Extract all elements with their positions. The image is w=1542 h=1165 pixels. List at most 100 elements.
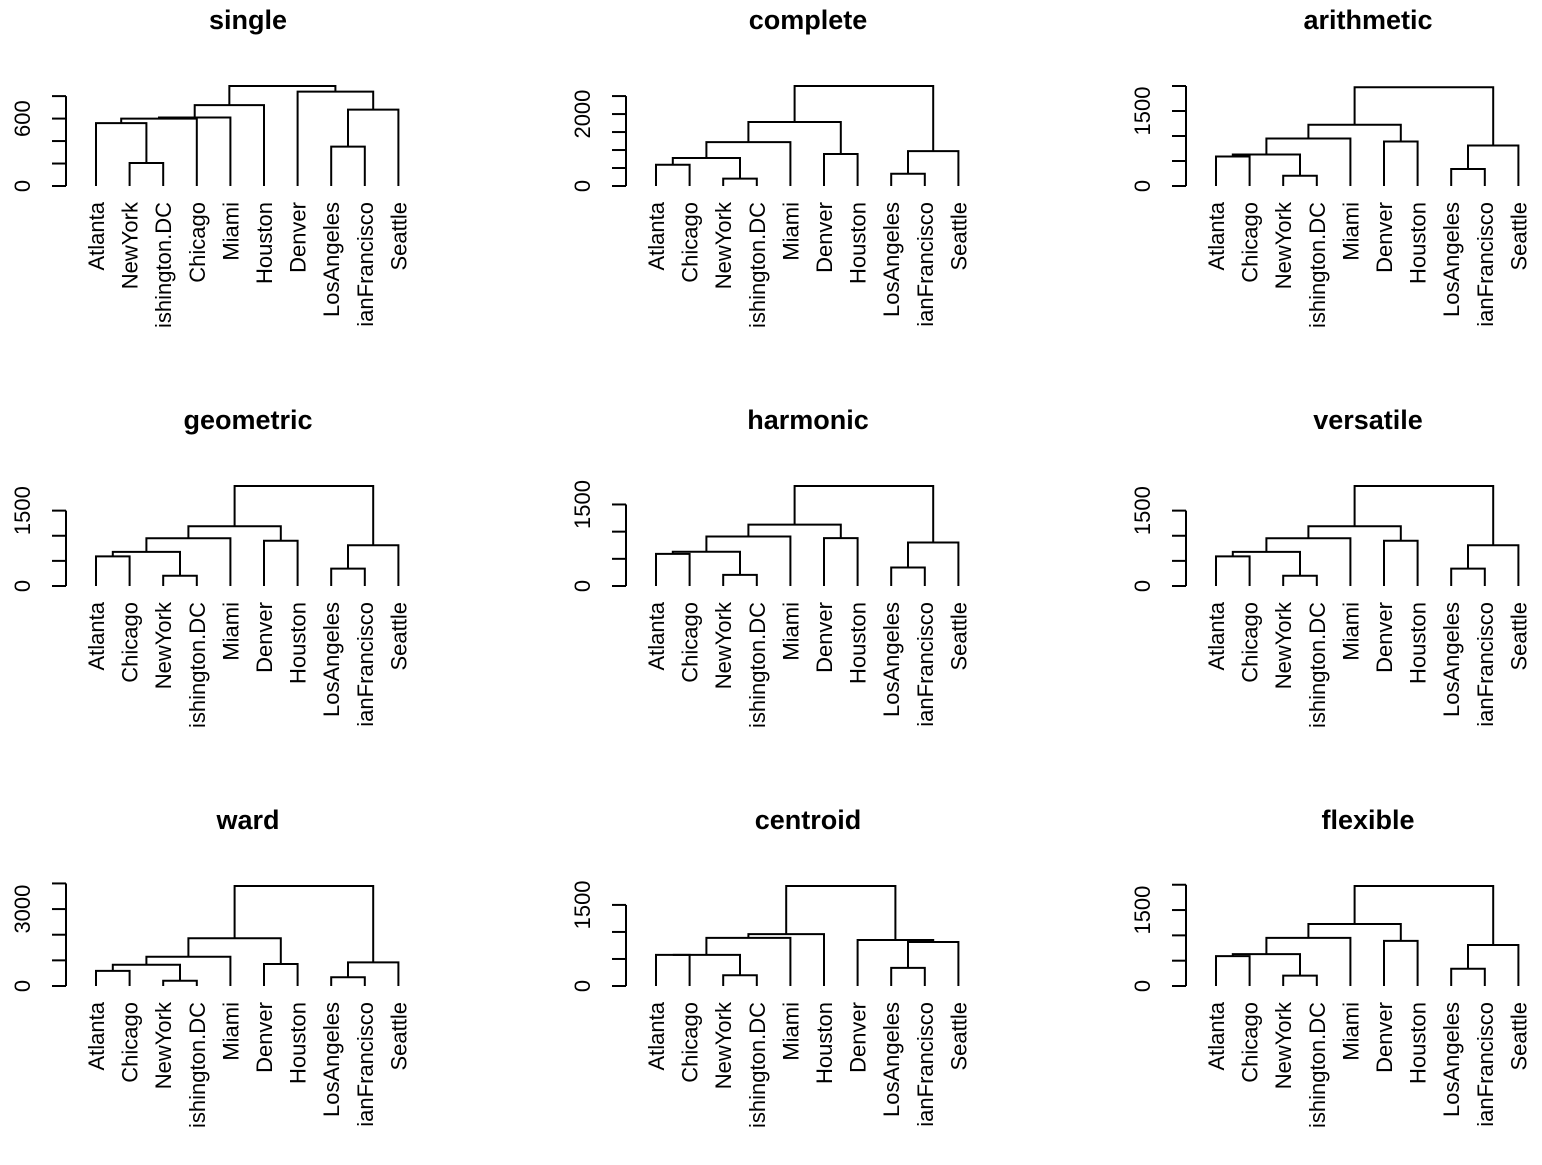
dendrogram-merge: [95, 122, 148, 186]
dendrogram-merge: [128, 161, 165, 186]
dendrogram-merge: [856, 939, 935, 986]
dendrogram-merge: [823, 152, 859, 186]
dendrogram-merge: [1215, 555, 1251, 586]
leaf-label: Seattle: [946, 602, 971, 671]
y-tick-label: 0: [570, 580, 595, 592]
leaf-label: Houston: [252, 202, 277, 284]
dendrogram-merge: [347, 108, 400, 186]
leaf-label: NewYork: [1271, 1001, 1296, 1089]
leaf-label: ishington.DC: [151, 202, 176, 328]
y-tick-label: 0: [10, 180, 35, 192]
dendrogram-merge: [1231, 953, 1301, 976]
y-tick-label: 600: [10, 100, 35, 137]
leaf-label: LosAngeles: [319, 602, 344, 717]
panel-title: geometric: [183, 405, 312, 435]
dendrogram-merge: [263, 962, 299, 986]
dendrogram-merge: [1215, 155, 1251, 186]
dendrogram-merge: [162, 979, 198, 986]
dendrogram-panel-complete: complete 0 2000 Atlanta Chicago NewYork ishing…: [570, 5, 971, 328]
leaf-label: LosAngeles: [879, 1002, 904, 1117]
dendrogram-merge: [705, 535, 792, 586]
dendrogram-merge: [785, 885, 897, 941]
dendrogram-merge: [1282, 174, 1318, 186]
dendrogram-panel-harmonic: harmonic 0 1500 Atlanta Chicago NewYork ishing…: [570, 405, 971, 728]
y-tick-label: 1500: [570, 880, 595, 929]
leaf-label: Chicago: [185, 202, 210, 283]
leaf-label: Miami: [1338, 1002, 1363, 1061]
leaf-label: Seattle: [946, 202, 971, 271]
leaf-label: ishington.DC: [1305, 1002, 1330, 1128]
leaf-label: Chicago: [1238, 202, 1263, 283]
dendrogram-merge: [747, 933, 825, 986]
leaf-label: Seattle: [1506, 202, 1531, 271]
dendrogram-merge: [1450, 967, 1486, 986]
leaf-label: Houston: [1406, 602, 1431, 684]
leaf-label: Chicago: [678, 202, 703, 283]
leaf-label: Atlanta: [84, 1001, 109, 1070]
leaf-label: LosAngeles: [879, 602, 904, 717]
leaf-label: NewYork: [1271, 201, 1296, 289]
dendrogram-panel-arithmetic: arithmetic 0 1500 Atlanta Chicago NewYork ishi…: [1130, 5, 1531, 328]
leaf-label: Denver: [1372, 602, 1397, 673]
dendrogram-merge: [233, 485, 375, 546]
leaf-label: NewYork: [151, 601, 176, 689]
dendrogram-merge: [1353, 485, 1495, 546]
dendrogram-merge: [655, 163, 691, 186]
leaf-label: Atlanta: [1204, 1001, 1229, 1070]
leaf-label: ianFrancisco: [1473, 202, 1498, 327]
leaf-label: Seattle: [386, 202, 411, 271]
leaf-label: NewYork: [711, 1001, 736, 1089]
leaf-label: Chicago: [118, 602, 143, 683]
dendrogram-merge: [1307, 922, 1402, 941]
dendrogram-merge: [347, 961, 400, 986]
leaf-label: NewYork: [711, 201, 736, 289]
leaf-label: Miami: [218, 602, 243, 661]
leaf-label: Miami: [218, 1002, 243, 1061]
dendrogram-merge: [162, 574, 198, 586]
leaf-label: Atlanta: [84, 201, 109, 270]
y-tick-label: 0: [1130, 180, 1155, 192]
leaf-label: Chicago: [118, 1002, 143, 1083]
y-tick-label: 1500: [1130, 886, 1155, 935]
dendrogram-merge: [793, 85, 935, 152]
dendrogram-merge: [793, 485, 935, 543]
y-tick-label: 2000: [570, 90, 595, 139]
leaf-label: LosAngeles: [1439, 1002, 1464, 1117]
dendrogram-merge: [1383, 939, 1419, 986]
dendrogram-panel-ward: ward 0 3000 Atlanta Chicago NewYork ishington.…: [10, 805, 411, 1128]
dendrogram-merge: [1282, 974, 1318, 986]
leaf-label: ishington.DC: [745, 602, 770, 728]
y-tick-label: 0: [10, 580, 35, 592]
leaf-label: Denver: [812, 602, 837, 673]
leaf-label: Atlanta: [644, 601, 669, 670]
y-tick-label: 1500: [1130, 87, 1155, 136]
leaf-label: Houston: [1406, 1002, 1431, 1084]
dendrogram-merge: [120, 117, 198, 186]
dendrogram-panel-centroid: centroid 0 1500 Atlanta Chicago NewYork ishing…: [570, 805, 971, 1128]
leaf-label: Miami: [778, 602, 803, 661]
leaf-label: Denver: [1372, 1002, 1397, 1073]
leaf-label: Denver: [812, 202, 837, 273]
leaf-label: Chicago: [1238, 602, 1263, 683]
leaf-label: ishington.DC: [745, 1002, 770, 1128]
dendrogram-merge: [347, 544, 400, 586]
leaf-label: Miami: [218, 202, 243, 261]
leaf-label: Chicago: [1238, 1002, 1263, 1083]
dendrogram-merge: [705, 936, 792, 986]
leaf-label: Atlanta: [644, 201, 669, 270]
leaf-label: Miami: [1338, 202, 1363, 261]
dendrogram-merge: [158, 116, 232, 186]
leaf-label: NewYork: [1271, 601, 1296, 689]
dendrogram-merge: [1467, 943, 1520, 986]
leaf-label: LosAngeles: [879, 202, 904, 317]
leaf-label: Seattle: [1506, 1002, 1531, 1071]
dendrogram-merge: [1450, 567, 1486, 586]
leaf-label: Denver: [252, 1002, 277, 1073]
dendrogram-merge: [330, 976, 366, 986]
dendrogram-merge: [1353, 86, 1495, 146]
leaf-label: Houston: [1406, 202, 1431, 284]
dendrogram-merge: [890, 566, 926, 586]
dendrogram-panel-geometric: geometric 0 1500 Atlanta Chicago NewYork ishin…: [10, 405, 411, 728]
leaf-label: Atlanta: [1204, 201, 1229, 270]
